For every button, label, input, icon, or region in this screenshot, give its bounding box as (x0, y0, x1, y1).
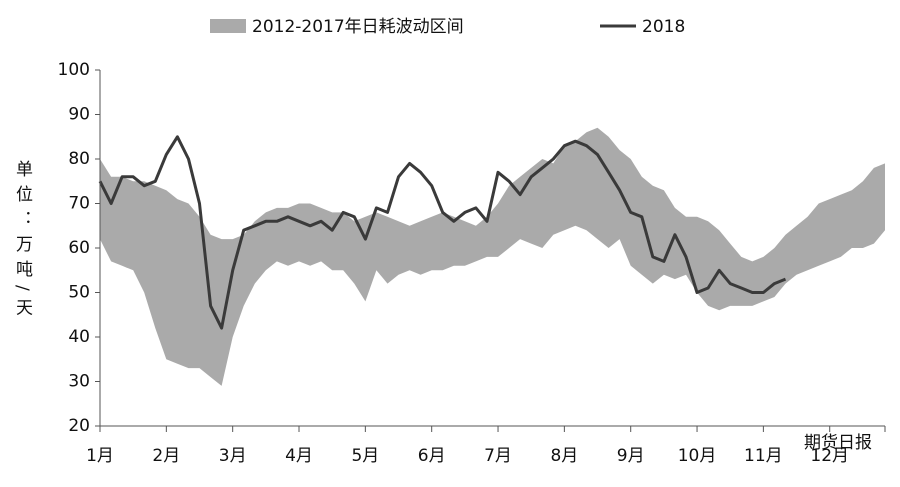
x-tick-label: 10月 (678, 446, 717, 466)
x-tick-label: 2月 (152, 446, 180, 466)
y-tick-label: 30 (68, 372, 90, 392)
y-tick-label: 20 (68, 416, 90, 436)
y-tick-label: 90 (68, 105, 90, 125)
x-tick-label: 4月 (285, 446, 313, 466)
y-tick-label: 80 (68, 149, 90, 169)
legend-swatch (210, 19, 246, 33)
y-tick-label: 60 (68, 238, 90, 258)
y-tick-label: 100 (58, 60, 90, 80)
line-2018 (98, 135, 787, 330)
legend-label: 2012-2017年日耗波动区间 (252, 17, 464, 37)
x-tick-label: 3月 (219, 446, 247, 466)
x-tick-label: 7月 (484, 446, 512, 466)
x-tick-label: 6月 (418, 446, 446, 466)
legend-label: 2018 (642, 17, 685, 37)
range-band (100, 127, 885, 386)
x-tick-label: 11月 (744, 446, 783, 466)
x-tick-label: 1月 (86, 446, 114, 466)
y-axis-label: 单位：万吨/天 (12, 160, 33, 324)
y-tick-label: 70 (68, 194, 90, 214)
x-tick-label: 5月 (351, 446, 379, 466)
y-tick-label: 40 (68, 327, 90, 347)
x-tick-label: 9月 (617, 446, 645, 466)
watermark: 期货日报 (804, 433, 872, 453)
y-tick-label: 50 (68, 283, 90, 303)
x-tick-label: 12月 (810, 446, 849, 466)
x-tick-label: 8月 (550, 446, 578, 466)
